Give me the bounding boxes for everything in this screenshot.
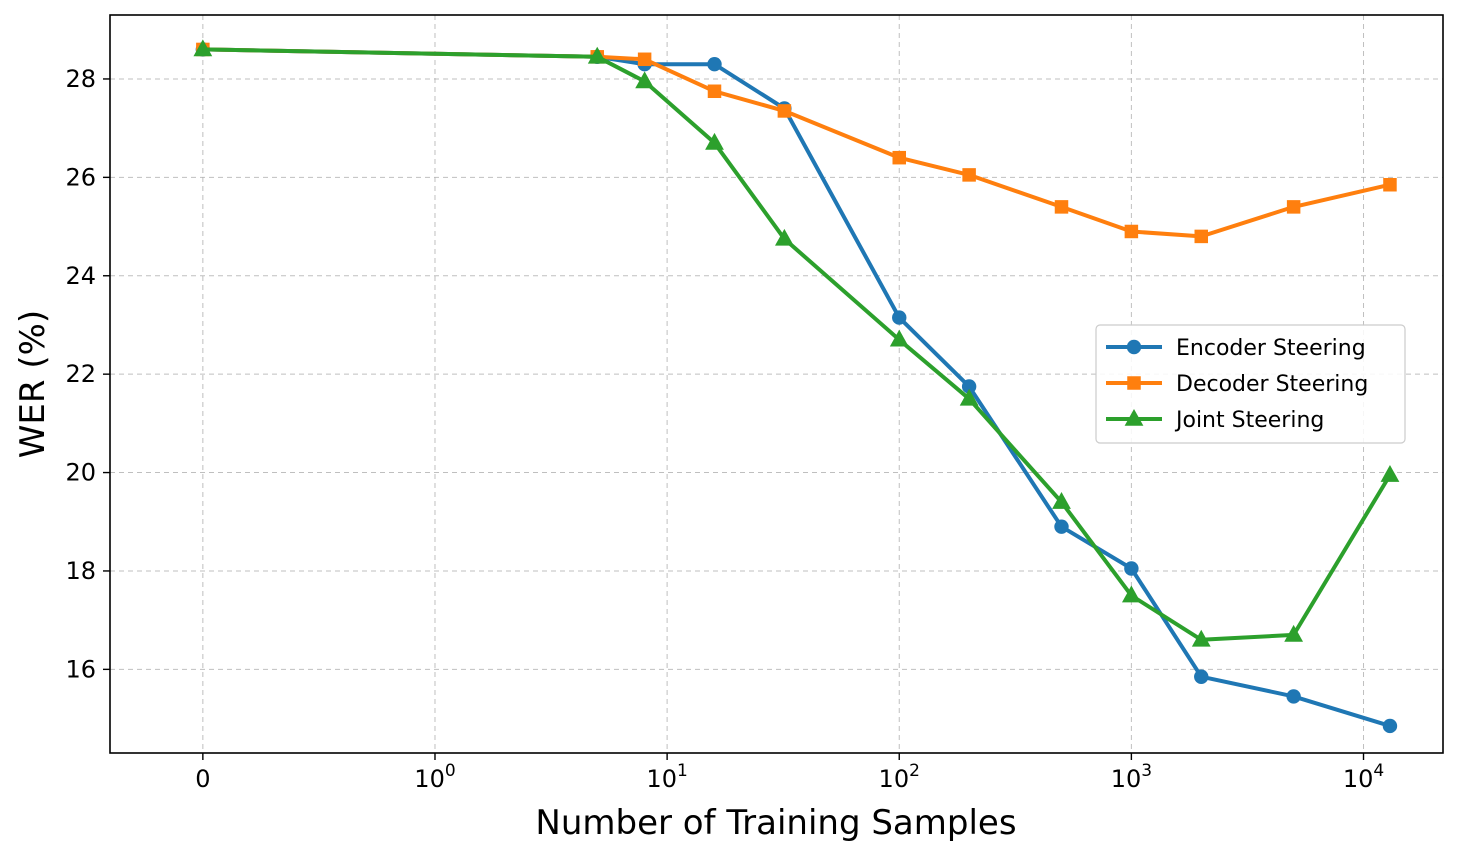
data-point (1382, 718, 1398, 734)
series-joint-steering (193, 39, 1400, 647)
x-tick-label: 103 (1111, 761, 1152, 793)
y-tick-label: 24 (65, 262, 96, 290)
data-point (1286, 200, 1301, 214)
data-point (1124, 408, 1144, 426)
y-tick-label: 22 (65, 360, 96, 388)
data-point (1124, 224, 1139, 239)
data-point (892, 150, 906, 165)
legend-label: Encoder Steering (1176, 336, 1366, 361)
series-line (200, 47, 1392, 642)
data-point (635, 71, 655, 89)
x-tick-label: 100 (414, 761, 455, 793)
data-point (1284, 624, 1304, 642)
data-point (892, 310, 907, 325)
x-tick-label: 101 (646, 761, 687, 793)
data-point (587, 46, 607, 64)
legend: Encoder Steering Decoder Steering Joint St… (1095, 324, 1406, 444)
data-point (707, 84, 722, 99)
data-point (961, 379, 977, 394)
y-tick-label: 16 (65, 655, 96, 683)
y-tick-label: 26 (65, 163, 96, 191)
series-layer (193, 39, 1400, 734)
data-point (637, 52, 652, 67)
data-point (959, 388, 979, 406)
legend-item: Joint Steering (1106, 408, 1324, 433)
legend-item: Decoder Steering (1106, 372, 1368, 397)
legend-box (1095, 324, 1406, 444)
plot-frame (109, 14, 1444, 754)
data-point (1052, 492, 1071, 509)
data-point (1380, 464, 1400, 482)
series-line (200, 47, 1392, 728)
x-axis-title: Number of Training Samples (535, 803, 1016, 843)
data-point (1194, 229, 1209, 244)
data-point (705, 132, 724, 150)
legend-item: Encoder Steering (1106, 336, 1366, 361)
y-tick-label: 28 (65, 65, 96, 93)
y-tick-label: 18 (65, 557, 96, 585)
x-tick-label: 102 (879, 761, 920, 793)
series-line (200, 47, 1392, 239)
series-decoder-steering (196, 42, 1397, 244)
data-point (1054, 519, 1069, 534)
x-tick-label: 104 (1343, 761, 1384, 793)
y-axis-title: WER (%) (13, 310, 53, 458)
x-tick-label: 0 (195, 765, 210, 793)
y-tick-label: 20 (65, 459, 96, 487)
data-point (1054, 200, 1069, 214)
data-point (1191, 629, 1211, 647)
axes: 0 100 101 102 103 104 16 18 20 22 24 26 28 (65, 65, 1384, 793)
legend-label: Joint Steering (1174, 408, 1324, 433)
data-point (1121, 585, 1141, 603)
data-point (1127, 376, 1141, 390)
data-point (774, 228, 794, 246)
data-point (1383, 177, 1397, 192)
data-point (1286, 689, 1301, 704)
data-point (889, 329, 909, 347)
data-point (193, 39, 213, 57)
data-point (707, 56, 722, 72)
data-point (962, 168, 976, 182)
data-point (1194, 669, 1209, 684)
data-point (777, 104, 792, 118)
data-point (1126, 339, 1142, 355)
data-point (1124, 561, 1139, 576)
legend-label: Decoder Steering (1176, 372, 1368, 397)
